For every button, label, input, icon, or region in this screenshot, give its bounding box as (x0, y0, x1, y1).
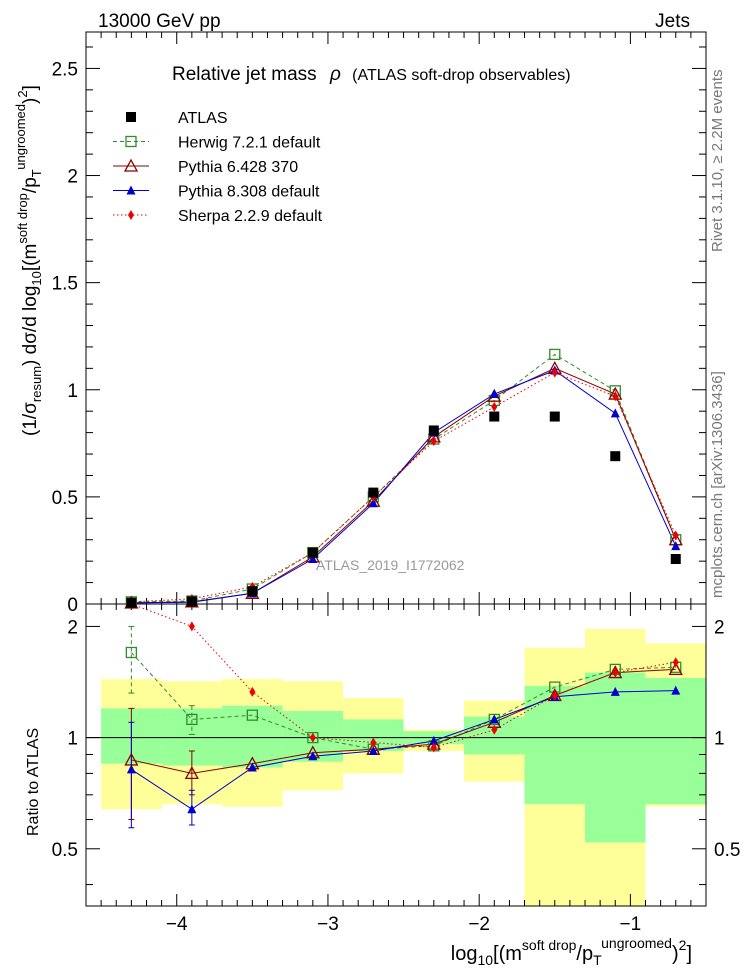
ratio-data-point (672, 657, 679, 668)
chart-title-main: Relative jet mass (172, 64, 317, 85)
main-data-point (671, 541, 681, 551)
legend-label: Herwig 7.2.1 default (178, 135, 321, 152)
ratio-data-point (668, 662, 683, 676)
ratio-data-point (188, 621, 195, 632)
main-data-point (368, 487, 379, 498)
ratio-series-line (131, 690, 676, 810)
ratio-y-axis-label: Ratio to ATLAS (25, 728, 42, 836)
ratio-data-point (246, 709, 258, 721)
legend-label: Pythia 6.428 370 (178, 159, 298, 176)
main-data-point (549, 348, 561, 361)
y-tick-label: 0 (67, 595, 78, 616)
ratio-data-point (308, 751, 318, 761)
main-data-point (610, 451, 621, 462)
ratio-data-point (249, 686, 256, 697)
ratio-series-line (131, 668, 676, 774)
chart-title-paren: (ATLAS soft-drop observables) (352, 67, 570, 84)
watermark-text: ATLAS_2019_I1772062 (316, 557, 465, 573)
ratio-band-green (645, 678, 706, 805)
ratio-data-point (491, 724, 498, 735)
ratio-y-tick-label-right: 0.5 (714, 840, 740, 861)
main-data-point (126, 597, 137, 608)
legend-label: Sherpa 2.2.9 default (178, 208, 323, 225)
ratio-band-green (585, 672, 646, 843)
ratio-data-point (184, 766, 199, 780)
ratio-band-green (524, 685, 586, 805)
y-tick-label: 2 (67, 167, 78, 188)
main-data-point (549, 411, 560, 422)
ratio-y-tick-label-left: 1 (67, 729, 78, 750)
y-axis-label: (1/σresum) dσ/d log10[(msoft drop/pTungr… (13, 85, 44, 436)
main-data-point (610, 408, 620, 418)
main-data-point (308, 554, 318, 564)
axis-ticks: −4 −3 −2 −1 0 0.5 1 1.5 2 2.5 0.5 0.5 1 1 2 2 (52, 32, 740, 935)
ratio-y-tick-label-left: 2 (67, 617, 78, 638)
y-tick-label: 0.5 (52, 488, 78, 509)
ratio-data-point (309, 732, 316, 743)
main-series-line (131, 369, 677, 604)
ratio-data-point (671, 685, 681, 695)
main-data-point (489, 411, 500, 422)
chart-title-rho: ρ (329, 64, 341, 85)
main-data-point (612, 391, 619, 402)
main-data-point (491, 401, 498, 412)
main-data-point (368, 498, 378, 508)
ratio-y-tick-label-right: 1 (714, 729, 725, 750)
main-data-point (247, 586, 258, 597)
header-right: Jets (655, 11, 690, 32)
legend-marker (126, 185, 136, 195)
y-tick-label: 1.5 (52, 274, 78, 295)
ratio-data-point (489, 714, 499, 724)
main-data-point (672, 530, 679, 541)
series-lines (128, 353, 677, 829)
mcplots-text: mcplots.cern.ch [arXiv:1306.3436] (709, 371, 726, 598)
x-tick-label: −1 (620, 914, 642, 935)
ratio-y-tick-label-right: 2 (714, 617, 725, 638)
x-tick-label: −3 (317, 914, 339, 935)
ratio-data-point (247, 762, 257, 772)
ratio-data-point (370, 737, 377, 748)
main-data-point (551, 367, 558, 378)
main-data-point (307, 547, 318, 558)
chart-title: Relative jet mass ρ (ATLAS soft-drop obs… (172, 64, 571, 85)
ratio-y-tick-label-left: 0.5 (52, 840, 78, 861)
x-tick-label: −4 (166, 914, 188, 935)
ratio-data-point (430, 742, 437, 753)
legend: ATLAS Herwig 7.2.1 default Pythia 6.428 37… (113, 110, 323, 225)
main-data-point (186, 596, 197, 607)
main-data-point (670, 554, 681, 565)
x-tick-label: −2 (468, 914, 490, 935)
ratio-series-line (131, 603, 676, 749)
ratio-data-point (612, 667, 619, 678)
header-left: 13000 GeV pp (98, 11, 221, 32)
main-data-point (489, 389, 499, 399)
ratio-data-point (186, 713, 198, 726)
rivet-text: Rivet 3.1.10, ≥ 2.2M events (709, 70, 726, 253)
legend-marker (125, 135, 137, 148)
y-tick-label: 1 (67, 381, 78, 402)
legend-marker (128, 210, 134, 220)
ratio-data-point (187, 804, 197, 814)
series-markers (124, 348, 683, 814)
ratio-data-point (551, 690, 558, 701)
legend-label: Pythia 8.308 default (178, 184, 320, 201)
ratio-data-point (126, 764, 136, 774)
ratio-data-point (429, 735, 439, 745)
y-tick-label: 2.5 (52, 59, 78, 80)
ratio-series-line (130, 652, 676, 750)
ratio-data-point (368, 745, 378, 755)
ratio-data-point (610, 686, 620, 696)
ratio-data-point (125, 646, 138, 659)
legend-label: ATLAS (178, 110, 228, 127)
x-axis-label: log10[(msoft drop/pTungroomed)2] (451, 935, 692, 968)
main-data-point (428, 425, 439, 436)
legend-marker (126, 112, 136, 122)
legend-marker (123, 158, 139, 172)
main-data-point (430, 436, 437, 447)
